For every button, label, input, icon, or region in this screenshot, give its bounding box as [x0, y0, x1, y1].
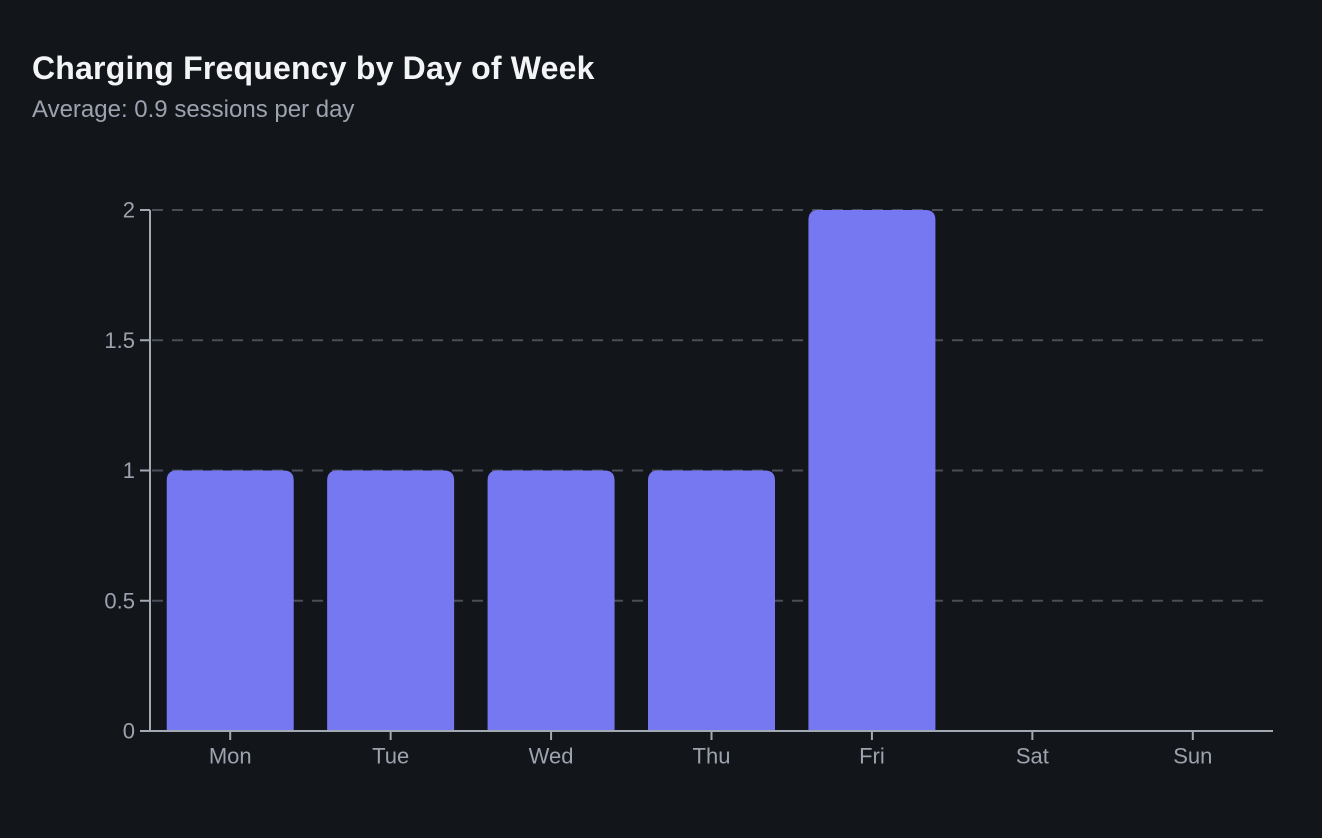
x-tick-label: Fri [859, 744, 885, 769]
y-tick-label: 1.5 [104, 328, 135, 353]
y-tick-label: 0.5 [104, 588, 135, 613]
bar-thu[interactable] [648, 470, 775, 732]
chart-subtitle: Average: 0.9 sessions per day [32, 95, 355, 123]
chart-title: Charging Frequency by Day of Week [32, 50, 595, 86]
bar-tue[interactable] [327, 470, 455, 732]
y-tick-label: 2 [123, 198, 135, 223]
x-tick-label: Sun [1173, 744, 1212, 769]
x-tick-label: Mon [209, 744, 252, 769]
x-tick-label: Sat [1016, 744, 1049, 769]
x-tick-label: Wed [529, 744, 574, 769]
y-tick-label: 0 [123, 719, 135, 744]
y-tick-label: 1 [123, 458, 135, 483]
bar-fri[interactable] [808, 210, 936, 731]
chart-header: Charging Frequency by Day of Week Averag… [32, 50, 595, 123]
bar-wed[interactable] [487, 470, 615, 732]
bar-mon[interactable] [166, 470, 294, 732]
x-tick-label: Thu [693, 744, 731, 769]
x-tick-label: Tue [372, 744, 409, 769]
